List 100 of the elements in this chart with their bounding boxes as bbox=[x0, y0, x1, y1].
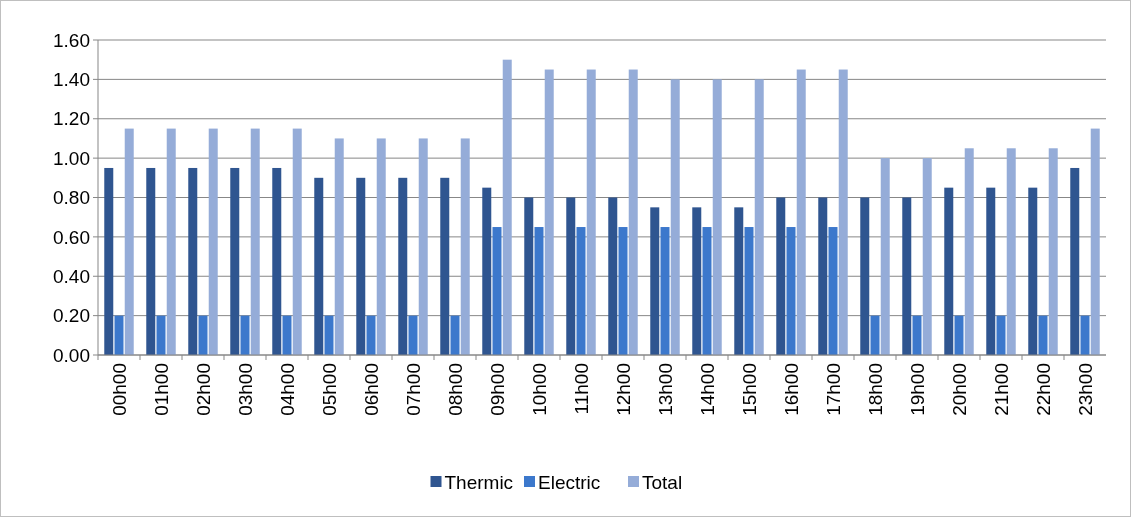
bar bbox=[376, 138, 386, 355]
x-tick-label: 06h00 bbox=[360, 363, 382, 416]
x-tick-label: 20h00 bbox=[948, 363, 970, 416]
x-tick-label: 23h00 bbox=[1074, 363, 1096, 416]
bar bbox=[544, 69, 554, 355]
bar bbox=[828, 227, 838, 355]
x-tick-label: 14h00 bbox=[696, 363, 718, 416]
y-tick-label: 0.40 bbox=[53, 265, 90, 287]
bar bbox=[954, 315, 964, 355]
legend-label: Thermic bbox=[444, 471, 514, 493]
bar bbox=[492, 227, 502, 355]
x-tick-label: 22h00 bbox=[1032, 363, 1054, 416]
x-tick-label: 11h00 bbox=[570, 363, 592, 415]
bar bbox=[314, 177, 324, 355]
bar bbox=[796, 69, 806, 355]
y-tick-label: 0.00 bbox=[53, 344, 90, 366]
x-tick-label: 10h00 bbox=[528, 363, 550, 416]
bar bbox=[944, 187, 954, 355]
x-tick-label: 12h00 bbox=[612, 363, 634, 416]
bar bbox=[188, 167, 198, 355]
bar bbox=[104, 167, 114, 355]
bar bbox=[608, 197, 618, 355]
bar bbox=[334, 138, 344, 355]
bar bbox=[450, 315, 460, 355]
bar bbox=[282, 315, 292, 355]
bar bbox=[712, 79, 722, 355]
y-tick-label: 1.40 bbox=[53, 69, 90, 91]
bar bbox=[902, 197, 912, 355]
bar bbox=[524, 197, 534, 355]
bar bbox=[418, 138, 428, 355]
legend-label: Total bbox=[642, 471, 683, 493]
bar bbox=[324, 315, 334, 355]
bar bbox=[230, 167, 240, 355]
bar bbox=[1070, 167, 1080, 355]
bar bbox=[670, 79, 680, 355]
bar bbox=[1006, 148, 1016, 355]
x-tick-label: 19h00 bbox=[906, 363, 928, 416]
bar bbox=[870, 315, 880, 355]
bar bbox=[776, 197, 786, 355]
bar bbox=[702, 227, 712, 355]
x-tick-label: 05h00 bbox=[318, 363, 340, 416]
bar bbox=[356, 177, 366, 355]
bar bbox=[398, 177, 408, 355]
bar bbox=[408, 315, 418, 355]
x-tick-label: 08h00 bbox=[444, 363, 466, 416]
bar bbox=[1038, 315, 1048, 355]
bar bbox=[996, 315, 1006, 355]
y-tick-label: 1.00 bbox=[53, 147, 90, 169]
bar bbox=[964, 148, 974, 355]
bar bbox=[460, 138, 470, 355]
bar bbox=[912, 315, 922, 355]
bar bbox=[628, 69, 638, 355]
y-tick-label: 0.20 bbox=[53, 305, 90, 327]
y-tick-label: 0.60 bbox=[53, 226, 90, 248]
bar bbox=[660, 227, 670, 355]
bar bbox=[618, 227, 628, 355]
bar bbox=[754, 79, 764, 355]
bar bbox=[1048, 148, 1058, 355]
bar bbox=[114, 315, 124, 355]
bar bbox=[272, 167, 282, 355]
bar bbox=[146, 167, 156, 355]
y-tick-label: 1.20 bbox=[53, 108, 90, 130]
bar bbox=[482, 187, 492, 355]
bar bbox=[818, 197, 828, 355]
x-tick-label: 01h00 bbox=[150, 363, 172, 416]
bar bbox=[786, 227, 796, 355]
y-tick-label: 0.80 bbox=[53, 187, 90, 209]
x-tick-label: 17h00 bbox=[822, 363, 844, 416]
bar bbox=[156, 315, 166, 355]
bar bbox=[986, 187, 996, 355]
bar bbox=[534, 227, 544, 355]
bar bbox=[208, 128, 218, 355]
x-tick-label: 15h00 bbox=[738, 363, 760, 416]
y-tick-label: 1.60 bbox=[53, 29, 90, 51]
bar bbox=[744, 227, 754, 355]
bar bbox=[838, 69, 848, 355]
bar bbox=[198, 315, 208, 355]
x-tick-label: 07h00 bbox=[402, 363, 424, 416]
bar bbox=[1080, 315, 1090, 355]
bar bbox=[650, 207, 660, 355]
bar bbox=[440, 177, 450, 355]
x-tick-label: 09h00 bbox=[486, 363, 508, 416]
bar bbox=[692, 207, 702, 355]
bar bbox=[240, 315, 250, 355]
bar bbox=[502, 59, 512, 355]
bar bbox=[566, 197, 576, 355]
legend-label: Electric bbox=[538, 471, 601, 493]
x-tick-label: 13h00 bbox=[654, 363, 676, 416]
x-tick-label: 02h00 bbox=[192, 363, 214, 416]
bar bbox=[922, 158, 932, 355]
bar bbox=[576, 227, 586, 355]
bar bbox=[734, 207, 744, 355]
bar bbox=[1090, 128, 1100, 355]
bar bbox=[250, 128, 260, 355]
x-tick-label: 03h00 bbox=[234, 363, 256, 416]
bar bbox=[366, 315, 376, 355]
x-tick-label: 16h00 bbox=[780, 363, 802, 416]
bar bbox=[1028, 187, 1038, 355]
bar bbox=[166, 128, 176, 355]
x-tick-label: 21h00 bbox=[990, 363, 1012, 416]
